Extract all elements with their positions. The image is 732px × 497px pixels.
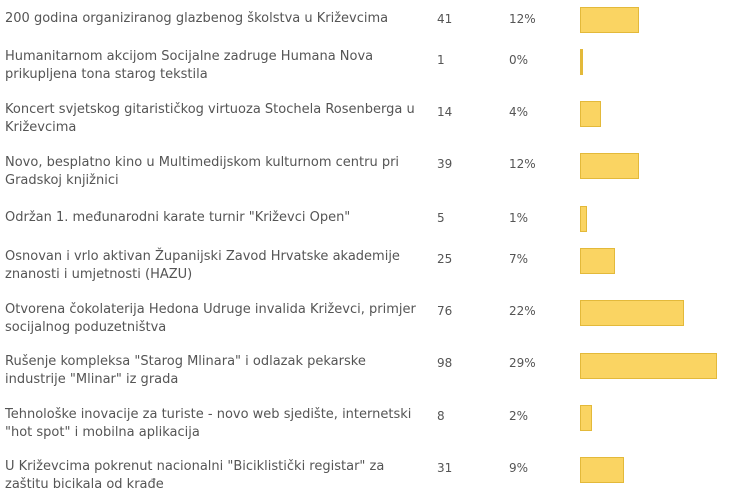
vote-count: 14	[437, 105, 453, 119]
vote-count: 25	[437, 252, 453, 266]
option-label: Otvorena čokolaterija Hedona Udruge inva…	[5, 302, 416, 335]
vote-percent: 7%	[509, 252, 529, 266]
result-bar	[580, 405, 592, 431]
option-label: Humanitarnom akcijom Socijalne zadruge H…	[5, 49, 374, 82]
vote-percent: 1%	[509, 211, 529, 225]
result-bar	[580, 457, 624, 483]
vote-percent: 9%	[509, 461, 529, 475]
result-bar	[580, 248, 615, 274]
result-bar	[580, 101, 601, 127]
vote-percent: 12%	[509, 12, 536, 26]
vote-percent: 0%	[509, 53, 529, 67]
vote-count: 31	[437, 461, 453, 475]
result-bar	[580, 153, 639, 179]
vote-count: 8	[437, 409, 445, 423]
vote-count: 1	[437, 53, 445, 67]
vote-count: 5	[437, 211, 445, 225]
result-bar	[580, 7, 639, 33]
option-label: Osnovan i vrlo aktivan Županijski Zavod …	[5, 249, 400, 282]
vote-percent: 12%	[509, 157, 536, 171]
option-label: U Križevcima pokrenut nacionalni "Bicikl…	[5, 459, 385, 492]
vote-percent: 29%	[509, 356, 536, 370]
vote-count: 98	[437, 356, 453, 370]
option-label: Održan 1. međunarodni karate turnir "Kri…	[5, 210, 351, 225]
option-label: Koncert svjetskog gitarističkog virtuoza…	[5, 102, 415, 135]
result-bar	[580, 353, 717, 379]
result-bar	[580, 300, 684, 326]
vote-count: 39	[437, 157, 453, 171]
option-label: Tehnološke inovacije za turiste - novo w…	[5, 407, 412, 440]
vote-count: 41	[437, 12, 453, 26]
vote-percent: 4%	[509, 105, 529, 119]
option-label: Novo, besplatno kino u Multimedijskom ku…	[5, 155, 400, 188]
vote-count: 76	[437, 304, 453, 318]
result-bar	[580, 206, 587, 232]
vote-percent: 2%	[509, 409, 529, 423]
vote-percent: 22%	[509, 304, 536, 318]
result-bar	[580, 49, 583, 75]
option-label: Rušenje kompleksa "Starog Mlinara" i odl…	[5, 354, 366, 387]
option-label: 200 godina organiziranog glazbenog škols…	[5, 11, 389, 26]
